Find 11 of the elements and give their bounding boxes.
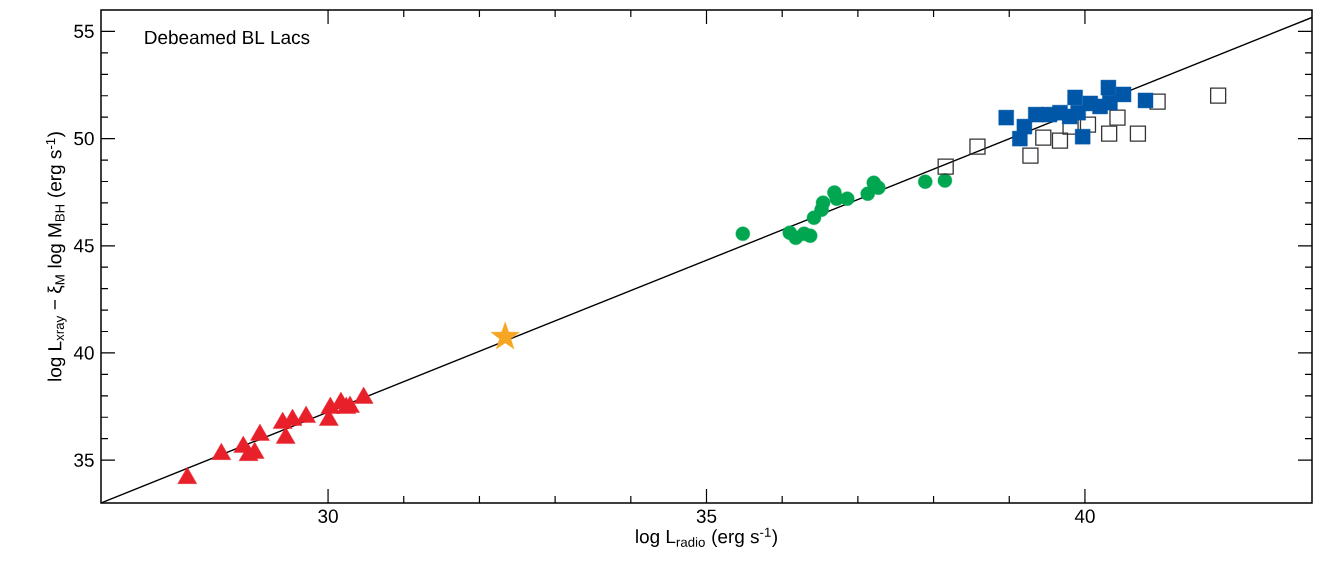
x-tick-label: 30 (318, 509, 338, 523)
y-tick-label: 40 (73, 346, 94, 360)
x-axis-title: log L$_{radio}$ (erg s$^{-1}$) (636, 527, 777, 548)
y-tick-label: 35 (74, 453, 94, 467)
y-tick-label: 50 (74, 131, 94, 146)
y-tick-label: 45 (73, 239, 94, 253)
text: Debeamed BL Lacs (145, 30, 310, 45)
y-tick-label: 55 (74, 24, 94, 39)
x-tick-label: 40 (1074, 509, 1095, 523)
x-tick-label: 35 (696, 509, 717, 523)
text: log L$_{xray}$ − ξ$_{M}$ log M$_{BH}$ (erg s$^{-1}$) (45, 132, 67, 381)
